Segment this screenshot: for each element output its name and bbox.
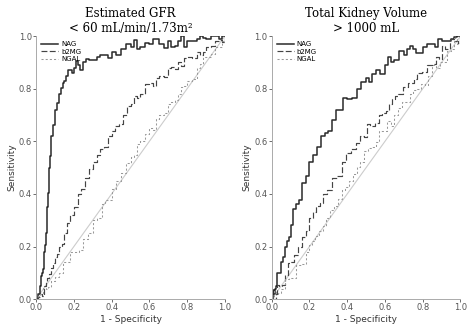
Y-axis label: Sensitivity: Sensitivity — [243, 144, 252, 191]
Title: Estimated GFR
< 60 mL/min/1.73m²: Estimated GFR < 60 mL/min/1.73m² — [69, 7, 192, 35]
Title: Total Kidney Volume
> 1000 mL: Total Kidney Volume > 1000 mL — [305, 7, 427, 35]
Legend: NAG, b2MG, NGAL: NAG, b2MG, NGAL — [275, 40, 318, 64]
X-axis label: 1 - Specificity: 1 - Specificity — [335, 315, 397, 324]
Legend: NAG, b2MG, NGAL: NAG, b2MG, NGAL — [40, 40, 82, 64]
Y-axis label: Sensitivity: Sensitivity — [7, 144, 16, 191]
X-axis label: 1 - Specificity: 1 - Specificity — [100, 315, 162, 324]
